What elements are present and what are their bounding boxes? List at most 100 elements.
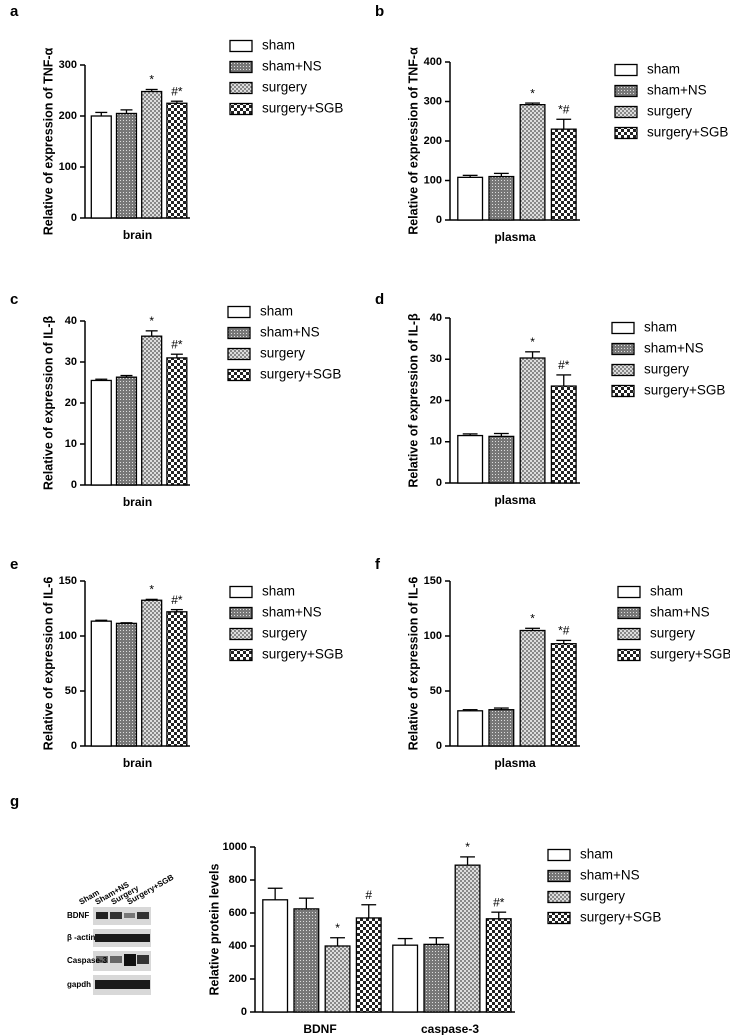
y-tick-label: 0 [436, 214, 442, 226]
legend-label: surgery [647, 104, 692, 119]
band [95, 980, 150, 989]
bar [550, 128, 577, 221]
bar [166, 102, 188, 219]
legend-swatch [617, 606, 641, 620]
legend-label: sham [644, 320, 677, 335]
y-tick-label: 200 [229, 973, 247, 985]
bar [90, 379, 112, 486]
y-tick-label: 800 [229, 874, 247, 886]
annotation: # [365, 888, 372, 902]
bar [90, 115, 112, 219]
legend-swatch [229, 39, 253, 53]
legend-label: surgery [262, 80, 307, 95]
x-category-label: plasma [494, 756, 536, 770]
annotation: * [149, 73, 154, 87]
bar [262, 899, 289, 1013]
legend-label: surgery+SGB [644, 383, 725, 398]
legend-swatch [617, 585, 641, 599]
legend-label: sham+NS [580, 868, 640, 883]
legend-swatch [617, 627, 641, 641]
y-tick-label: 100 [424, 174, 442, 186]
y-tick-label: 50 [430, 685, 442, 697]
bar [550, 643, 577, 747]
bar [423, 943, 450, 1013]
legend-swatch [229, 81, 253, 95]
panel-letter: e [10, 556, 18, 573]
band [110, 912, 122, 919]
bar [392, 944, 419, 1013]
y-tick-label: 100 [59, 161, 77, 173]
y-tick-label: 150 [59, 575, 77, 587]
panel-letter: b [375, 3, 384, 20]
legend-swatch [547, 869, 571, 883]
y-axis-label: Relative protein levels [207, 863, 221, 995]
legend-swatch [611, 363, 635, 377]
bar [90, 620, 112, 747]
y-tick-label: 200 [59, 110, 77, 122]
y-tick-label: 0 [71, 212, 77, 224]
legend-label: sham+NS [647, 83, 707, 98]
y-tick-label: 0 [71, 479, 77, 491]
legend-swatch [614, 63, 638, 77]
bar [355, 917, 382, 1013]
blot-row-label: gapdh [67, 980, 91, 989]
legend-swatch [229, 648, 253, 662]
legend-label: surgery [580, 889, 625, 904]
y-tick-label: 600 [229, 907, 247, 919]
legend-label: surgery [650, 626, 695, 641]
bar [457, 710, 484, 747]
bar [141, 90, 163, 219]
legend-label: sham+NS [644, 341, 704, 356]
legend-swatch [614, 126, 638, 140]
panel-letter: c [10, 291, 18, 308]
annotation: #* [171, 84, 183, 98]
legend-label: sham+NS [262, 59, 322, 74]
y-tick-label: 20 [65, 397, 77, 409]
legend-label: sham [650, 584, 683, 599]
legend-swatch [227, 305, 251, 319]
legend-swatch [611, 321, 635, 335]
legend-swatch [227, 326, 251, 340]
bar [141, 335, 163, 486]
y-tick-label: 300 [424, 95, 442, 107]
y-tick-label: 20 [430, 394, 442, 406]
legend-swatch [617, 648, 641, 662]
y-axis-label: Relative of expression of IL-6 [406, 577, 420, 751]
annotation: * [335, 921, 340, 935]
legend-label: sham [262, 38, 295, 53]
band [96, 912, 108, 919]
bar [485, 918, 512, 1013]
y-axis-label: Relative of expression of TNF-α [41, 47, 55, 235]
x-category-label: brain [123, 495, 152, 509]
bar [488, 709, 515, 747]
y-axis-label: Relative of expression of IL-β [41, 315, 55, 490]
legend-label: surgery [260, 346, 305, 361]
y-tick-label: 10 [65, 438, 77, 450]
annotation: * [465, 840, 470, 854]
bar [519, 104, 546, 221]
bar [519, 357, 546, 484]
bar [115, 622, 138, 747]
legend-swatch [227, 347, 251, 361]
legend-label: sham+NS [262, 605, 322, 620]
blot-row-label: BDNF [67, 911, 89, 920]
legend-label: surgery+SGB [580, 910, 661, 925]
panel-letter: d [375, 291, 384, 308]
y-tick-label: 0 [436, 477, 442, 489]
bar [488, 175, 515, 221]
y-tick-label: 30 [65, 356, 77, 368]
legend-label: surgery+SGB [647, 125, 728, 140]
x-category-label: brain [123, 756, 152, 770]
panel-letter: g [10, 793, 19, 810]
y-tick-label: 40 [65, 315, 77, 327]
x-category-label: plasma [494, 230, 536, 244]
legend-label: surgery+SGB [262, 101, 343, 116]
y-tick-label: 50 [65, 685, 77, 697]
blot-row-label: Caspase-3 [67, 956, 108, 965]
y-axis-label: Relative of expression of IL-6 [41, 577, 55, 751]
bar [457, 434, 484, 484]
legend-swatch [611, 384, 635, 398]
y-tick-label: 30 [430, 353, 442, 365]
legend-label: sham+NS [650, 605, 710, 620]
